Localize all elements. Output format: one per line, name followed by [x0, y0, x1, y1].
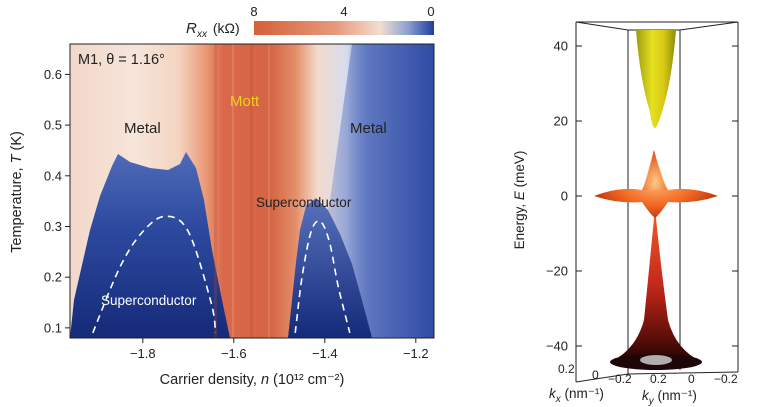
y-axis-label: Temperature, T (K) [9, 131, 25, 253]
x-axis: −1.8 −1.6 −1.4 −1.2 [130, 338, 429, 361]
colorbar-tick: 4 [340, 4, 347, 19]
ky-tick: 0.2 [650, 372, 667, 386]
y-tick-label: 0.1 [44, 320, 62, 335]
plot-frame [69, 43, 435, 339]
energy-tick-label: 40 [554, 39, 568, 54]
valence-band-highlight [640, 355, 672, 365]
superconducting-dome-left [92, 215, 217, 334]
heatmap-streaks [214, 44, 270, 338]
phase-diagram-heatmap [70, 44, 434, 338]
y-tick-label: 0.4 [44, 168, 62, 183]
x-tick-label: −1.2 [403, 346, 429, 361]
colorbar-tick: 8 [250, 4, 257, 19]
y-tick-label: 0.3 [44, 219, 62, 234]
ky-axis-label: ky (nm⁻¹) [642, 388, 697, 407]
energy-tick-label: −40 [546, 339, 568, 354]
colorbar-tick: 0 [427, 4, 434, 19]
y-tick-label: 0.6 [44, 67, 62, 82]
kx-axis-label: kx (nm⁻¹) [549, 386, 604, 405]
colorbar-gradient [254, 21, 434, 35]
sample-label: M1, θ = 1.16° [78, 52, 165, 68]
x-tick-label: −1.8 [130, 346, 156, 361]
energy-tick-label: −20 [546, 264, 568, 279]
energy-axis-label: Energy, E (meV) [512, 151, 527, 250]
colorbar-label-subscript: xx [196, 29, 208, 40]
kx-axis: 0.2 0 −0.2 kx (nm⁻¹) [549, 362, 632, 405]
band-structure-3d: 40 20 0 −20 −40 Energy, E (meV) 0.2 0 −0.2 k… [512, 21, 739, 407]
x-tick-label: −1.6 [221, 346, 247, 361]
kx-tick: −0.2 [608, 372, 632, 386]
y-axis: 0.1 0.2 0.3 0.4 0.5 0.6 [44, 67, 70, 335]
ky-axis: 0.2 0 −0.2 ky (nm⁻¹) [642, 372, 738, 407]
heatmap-left-dome-shade [70, 152, 230, 338]
colorbar: R xx (kΩ) 8 4 0 [186, 4, 435, 40]
y-tick-label: 0.5 [44, 118, 62, 133]
flat-band-spike [643, 150, 667, 190]
region-superconductor-lower: Superconductor [101, 293, 197, 308]
colorbar-label-symbol: R [186, 20, 197, 37]
energy-tick-label: 20 [554, 114, 568, 129]
ky-tick: −0.2 [714, 372, 738, 386]
colorbar-label-unit: (kΩ) [209, 20, 240, 36]
energy-tick-label: 0 [561, 189, 568, 204]
kx-tick: 0 [592, 368, 599, 382]
conduction-band [636, 30, 676, 128]
y-tick-label: 0.2 [44, 270, 62, 285]
region-mott: Mott [230, 93, 260, 110]
heatmap-right-dome-shade [288, 198, 372, 338]
x-tick-label: −1.4 [312, 346, 338, 361]
ky-tick: 0 [688, 372, 695, 386]
valence-band [610, 208, 702, 362]
region-superconductor-upper: Superconductor [256, 195, 352, 210]
x-axis-label: Carrier density, n (10¹² cm⁻²) [160, 372, 345, 388]
region-metal-left: Metal [124, 120, 161, 137]
kx-tick: 0.2 [558, 362, 575, 376]
energy-axis: 40 20 0 −20 −40 [546, 39, 738, 354]
region-metal-right: Metal [350, 120, 387, 137]
